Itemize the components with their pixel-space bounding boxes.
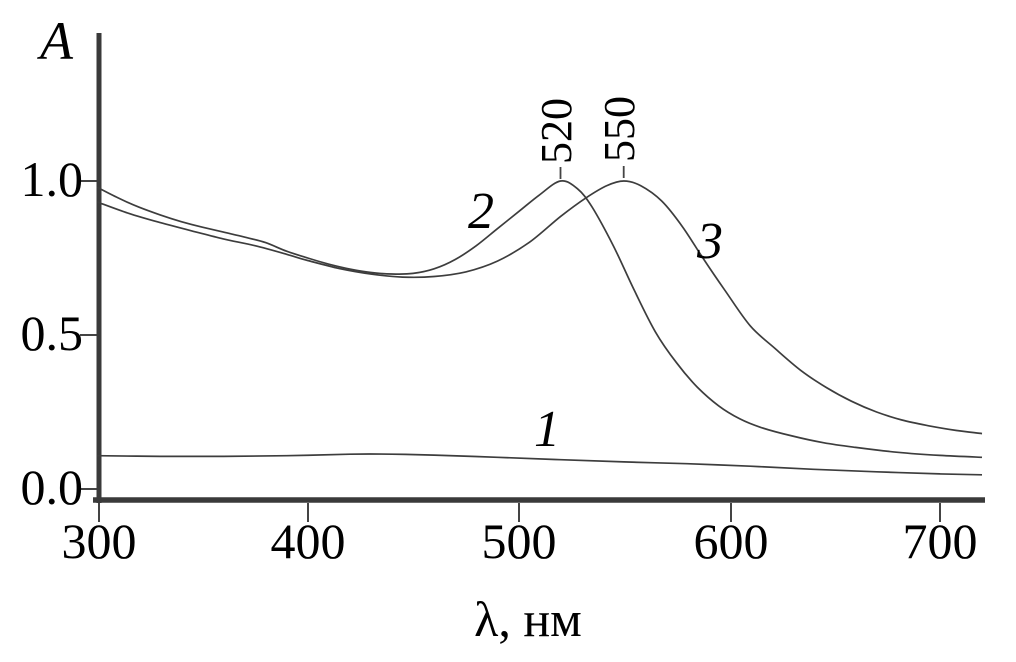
peak-annotation-550: 550: [595, 96, 644, 162]
peak-marker-ticks: [559, 166, 625, 179]
y-axis-ticks: [80, 180, 97, 490]
curve-label-3: 3: [697, 213, 723, 270]
curve-label-1: 1: [534, 401, 560, 458]
spectra-curves: [96, 180, 983, 476]
y-tick-label: 1.0: [20, 151, 84, 207]
y-tick-label: 0.5: [20, 305, 84, 361]
curve-1: [96, 453, 983, 476]
x-tick-label: 600: [693, 513, 769, 569]
peak-annotation-520: 520: [532, 98, 581, 164]
curve-2: [96, 180, 983, 459]
y-tick-label: 0.0: [20, 459, 84, 515]
y-axis-title: A: [40, 11, 73, 71]
x-tick-label: 400: [270, 513, 346, 569]
x-tick-label: 700: [902, 513, 978, 569]
curve-label-2: 2: [468, 183, 494, 240]
x-tick-label: 500: [481, 513, 557, 569]
curve-3: [96, 180, 983, 435]
x-tick-label: 300: [61, 513, 137, 569]
x-axis-ticks: [98, 503, 941, 522]
x-axis-title: λ, нм: [474, 591, 582, 647]
